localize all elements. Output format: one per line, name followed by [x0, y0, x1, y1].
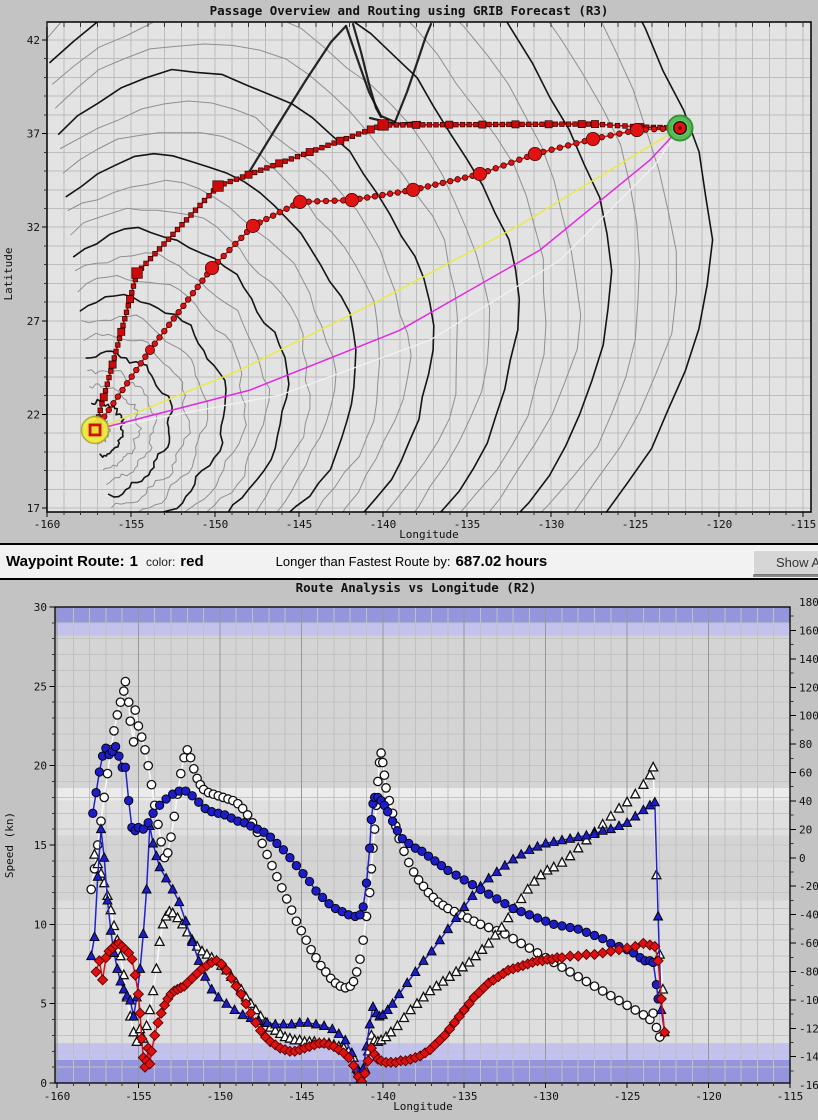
start-marker: [80, 415, 110, 445]
svg-text:-120: -120: [799, 1022, 818, 1035]
svg-text:-140: -140: [370, 518, 397, 531]
svg-text:-135: -135: [451, 1090, 478, 1103]
longer-than-label: Longer than Fastest Route by:: [275, 554, 451, 569]
bottom-x-axis-label: Longitude: [393, 1100, 453, 1113]
svg-text:-60: -60: [799, 937, 818, 950]
svg-text:-80: -80: [799, 965, 818, 978]
white-route: [94, 127, 681, 431]
svg-text:-130: -130: [532, 1090, 559, 1103]
svg-text:160: 160: [799, 624, 818, 637]
svg-text:-160: -160: [44, 1090, 71, 1103]
svg-text:20: 20: [799, 823, 812, 836]
svg-text:10: 10: [34, 918, 47, 931]
series-red-diamonds: [90, 937, 671, 1083]
svg-text:-125: -125: [614, 1090, 641, 1103]
svg-text:-150: -150: [207, 1090, 234, 1103]
svg-text:20: 20: [34, 760, 47, 773]
svg-text:-115: -115: [790, 518, 817, 531]
bottom-axes: -160 -155 -150 -145 -140 -135 -130 -125 -120 -115…: [34, 601, 804, 1103]
isochrones: [47, 22, 714, 512]
magenta-route: [94, 127, 681, 431]
svg-text:15: 15: [34, 839, 47, 852]
top-chart-title: Passage Overview and Routing using GRIB …: [210, 3, 609, 18]
svg-text:-130: -130: [538, 518, 565, 531]
svg-text:140: 140: [799, 653, 818, 666]
svg-text:40: 40: [799, 795, 812, 808]
svg-text:60: 60: [799, 767, 812, 780]
passage-overview-chart: -160 -155 -150 -145 -140 -135 -130 -125 -120 -115…: [2, 3, 817, 541]
svg-text:-40: -40: [799, 909, 818, 922]
svg-text:180: 180: [799, 596, 818, 609]
svg-text:30: 30: [34, 601, 47, 614]
svg-text:27: 27: [27, 315, 40, 328]
svg-text:-135: -135: [454, 518, 481, 531]
svg-text:-160: -160: [34, 518, 61, 531]
red-square-route: [94, 119, 681, 431]
svg-text:-150: -150: [202, 518, 229, 531]
show-analysis-button[interactable]: Show A: [753, 550, 818, 575]
route-number: 1: [129, 553, 138, 570]
svg-text:-100: -100: [799, 994, 818, 1007]
svg-text:-145: -145: [288, 1090, 315, 1103]
svg-text:-20: -20: [799, 880, 818, 893]
right-axis: 180 160 140 120 100 80 60 40 20 0 -20 -40 -60 -80 -100…: [790, 596, 818, 1092]
series: [85, 676, 671, 1083]
svg-text:-160: -160: [799, 1079, 818, 1092]
top-x-axis-label: Longitude: [399, 528, 459, 541]
svg-text:0: 0: [40, 1077, 47, 1090]
marker-routes: [94, 119, 681, 431]
aux-route-lines: [94, 127, 681, 431]
svg-text:-115: -115: [777, 1090, 804, 1103]
svg-text:120: 120: [799, 681, 818, 694]
svg-text:-120: -120: [695, 1090, 722, 1103]
series-blue-circles: [88, 741, 663, 1004]
destination-marker: [666, 114, 694, 142]
svg-text:37: 37: [27, 128, 40, 141]
route-info-bar: Waypoint Route: 1 color: red Longer than…: [0, 543, 818, 580]
svg-text:32: 32: [27, 221, 40, 234]
yellow-route: [94, 127, 681, 431]
svg-text:22: 22: [27, 408, 40, 421]
svg-text:80: 80: [799, 738, 812, 751]
bottom-y-axis-label: Speed (kn): [3, 812, 16, 878]
red-circle-route: [94, 122, 681, 431]
route-analysis-chart: -160 -155 -150 -145 -140 -135 -130 -125 -120 -115…: [3, 580, 818, 1113]
longer-than-value: 687.02 hours: [455, 553, 548, 570]
svg-text:0: 0: [799, 852, 806, 865]
svg-text:5: 5: [40, 998, 47, 1011]
bottom-chart-title: Route Analysis vs Longitude (R2): [296, 580, 537, 595]
svg-text:-120: -120: [706, 518, 733, 531]
svg-text:-155: -155: [125, 1090, 152, 1103]
svg-text:100: 100: [799, 710, 818, 723]
route-color-value: red: [180, 553, 204, 570]
svg-text:-155: -155: [118, 518, 145, 531]
top-axes: -160 -155 -150 -145 -140 -135 -130 -125 -120 -115…: [27, 21, 817, 531]
svg-text:-145: -145: [286, 518, 313, 531]
svg-text:-140: -140: [370, 1090, 397, 1103]
top-y-axis-label: Latitude: [2, 248, 15, 301]
route-label: Waypoint Route:: [6, 553, 125, 570]
svg-text:-125: -125: [622, 518, 649, 531]
route-color-label: color:: [145, 554, 176, 569]
svg-text:-140: -140: [799, 1051, 818, 1064]
svg-text:42: 42: [27, 34, 40, 47]
svg-text:25: 25: [34, 680, 47, 693]
svg-text:17: 17: [27, 502, 40, 515]
top-plot-bg: [47, 22, 811, 512]
